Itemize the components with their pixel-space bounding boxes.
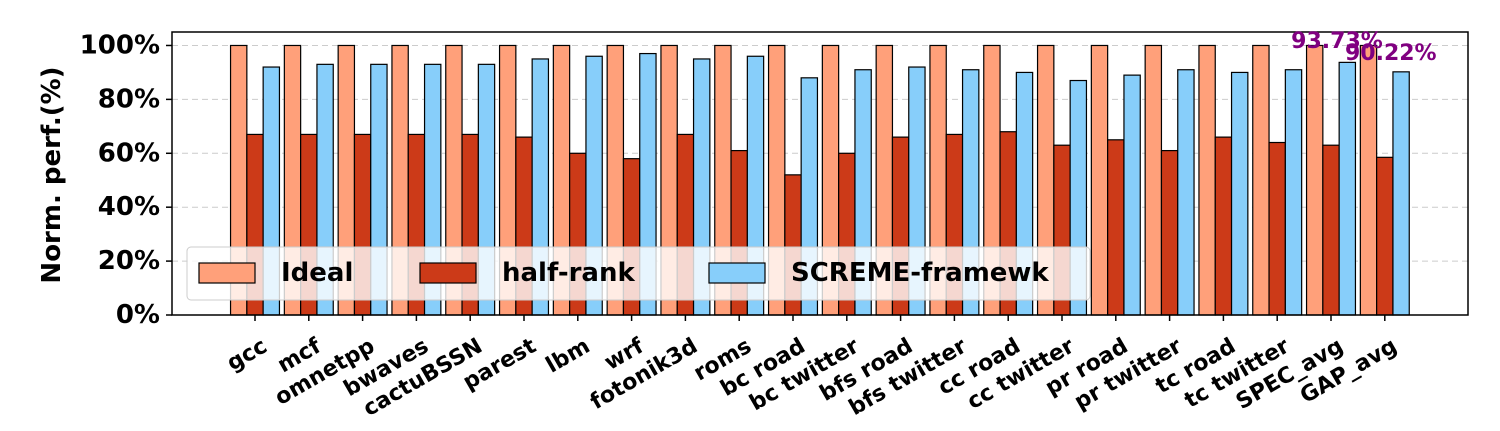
- bar-ideal-gap-avg: [1359, 44, 1378, 316]
- x-tick-label: fotonik3d: [586, 334, 702, 415]
- plot-frame: [171, 31, 1469, 316]
- legend-label-screme-framewk: SCREME-framewk: [791, 258, 1049, 288]
- bar-ideal-tc-twitter: [1252, 44, 1270, 316]
- bar-ideal-pr-road: [1090, 44, 1109, 316]
- bar-screme-framewk-gap-avg: [1392, 71, 1410, 316]
- y-tick-label: 80%: [98, 84, 160, 114]
- x-tick-label: gcc: [223, 334, 272, 377]
- annotations: 93.73%90.22%: [1291, 29, 1436, 66]
- legend-swatch-screme-framewk: [708, 262, 766, 284]
- bar-half-rank-spec-avg: [1322, 144, 1340, 316]
- legend-label-ideal: Ideal: [281, 258, 353, 288]
- legend-label-half-rank: half-rank: [502, 258, 635, 288]
- legend-box: [186, 246, 1091, 301]
- bar-half-rank-tc-road: [1214, 136, 1233, 316]
- bar-ideal-pr-twitter: [1144, 44, 1163, 316]
- legend-swatch-half-rank: [419, 262, 477, 284]
- y-tick-label: 40%: [98, 192, 160, 222]
- y-tick-label: 0%: [116, 300, 160, 330]
- annotation-gap-avg: 90.22%: [1345, 41, 1437, 66]
- bar-ideal-tc-road: [1198, 44, 1216, 316]
- y-tick-label: 60%: [98, 138, 160, 168]
- y-axis: 0% 20% 40% 60% 80% 100%: [80, 30, 172, 330]
- bar-half-rank-pr-road: [1107, 139, 1125, 316]
- bar-screme-framewk-tc-twitter: [1284, 69, 1303, 316]
- legend: Ideal half-rank SCREME-framewk: [186, 246, 1091, 301]
- bar-half-rank-tc-twitter: [1268, 141, 1286, 316]
- bar-half-rank-pr-twitter: [1160, 149, 1179, 316]
- legend-swatch-ideal: [198, 262, 256, 284]
- bar-screme-framewk-spec-avg: [1338, 61, 1357, 316]
- bar-screme-framewk-pr-twitter: [1177, 69, 1195, 316]
- annotation-spec-avg: 93.73%: [1291, 29, 1383, 54]
- y-tick-label: 20%: [98, 246, 160, 276]
- y-tick-label: 100%: [80, 30, 160, 60]
- x-tick-label: lbm: [542, 334, 595, 379]
- bar-half-rank-gap-avg: [1376, 156, 1394, 316]
- bar-screme-framewk-tc-road: [1230, 71, 1249, 316]
- y-axis-label: Norm. perf.(%): [37, 66, 67, 283]
- bar-ideal-spec-avg: [1305, 44, 1324, 316]
- bar-screme-framewk-pr-road: [1123, 74, 1141, 316]
